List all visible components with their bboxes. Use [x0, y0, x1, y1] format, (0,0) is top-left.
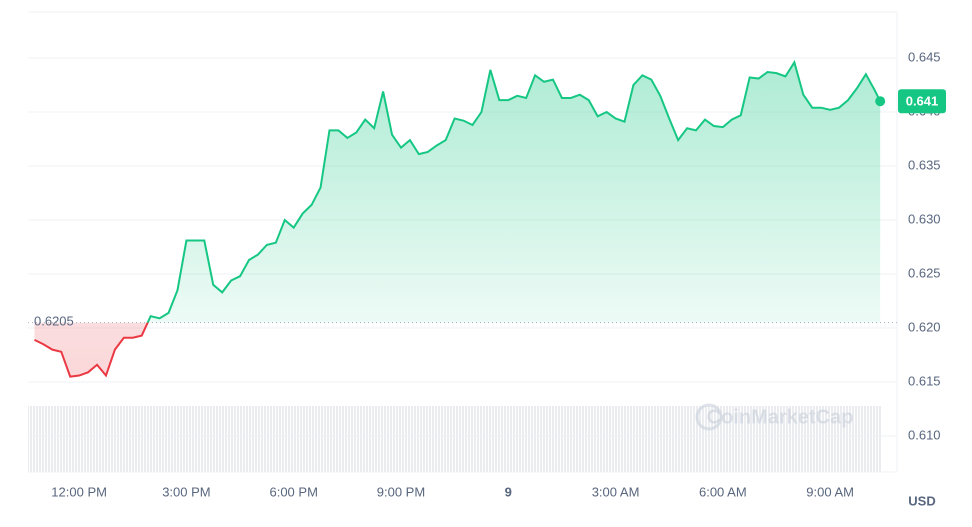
x-tick-label: 3:00 PM [162, 484, 210, 499]
x-tick-label: 6:00 PM [269, 484, 317, 499]
volume-bars [28, 406, 882, 472]
price-line [146, 59, 882, 323]
y-tick-label: 0.620 [908, 319, 941, 334]
area-below [34, 322, 881, 377]
y-tick-label: 0.615 [908, 373, 941, 388]
x-tick-label: 6:00 AM [699, 484, 747, 499]
watermark: CoinMarketCap [707, 406, 854, 428]
y-tick-label: 0.635 [908, 157, 941, 172]
x-tick-label: 12:00 PM [51, 484, 107, 499]
price-badge-label: 0.641 [906, 94, 939, 109]
y-axis-label: USD [908, 493, 935, 508]
y-tick-label: 0.630 [908, 211, 941, 226]
x-tick-label: 9:00 PM [377, 484, 425, 499]
last-point [875, 96, 886, 107]
reference-label: 0.6205 [34, 314, 74, 329]
y-tick-label: 0.645 [908, 49, 941, 64]
y-tick-label: 0.610 [908, 427, 941, 442]
watermark-logo [695, 403, 723, 431]
x-tick-label: 9 [505, 484, 512, 499]
y-tick-label: 0.625 [908, 265, 941, 280]
x-tick-label: 9:00 AM [806, 484, 854, 499]
x-tick-label: 3:00 AM [592, 484, 640, 499]
area-above [147, 62, 881, 323]
price-badge [898, 89, 946, 114]
